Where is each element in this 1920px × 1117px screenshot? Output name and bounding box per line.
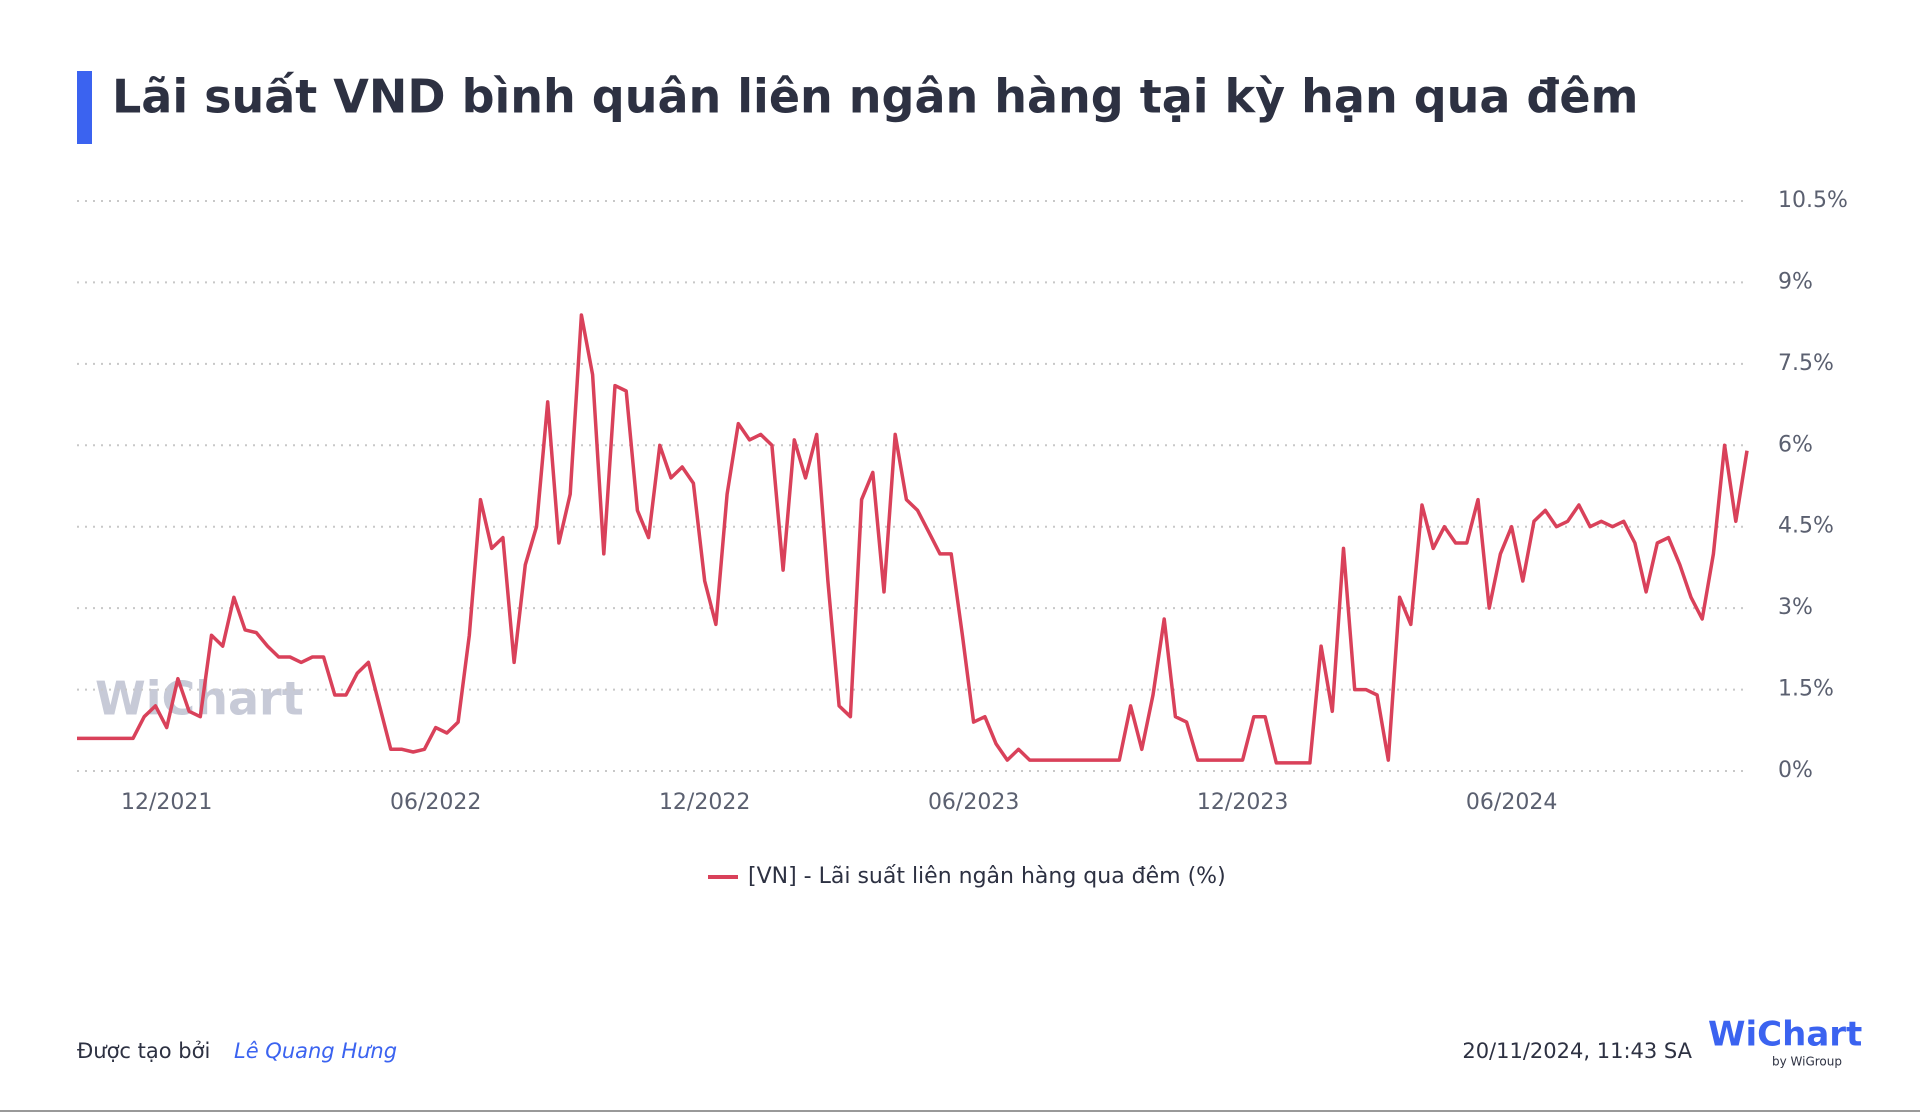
y-tick-label: 0% [1778,758,1813,783]
y-tick-label: 6% [1778,432,1813,457]
y-tick-label: 7.5% [1778,351,1834,376]
logo-sub: by WiGroup [1772,1055,1842,1069]
x-tick-label: 06/2023 [928,790,1019,815]
legend-label: [VN] - Lãi suất liên ngân hàng qua đêm (… [748,864,1226,889]
x-tick-label: 06/2022 [390,790,481,815]
y-tick-label: 3% [1778,595,1813,620]
footer-timestamp: 20/11/2024, 11:43 SA [1462,1039,1692,1063]
x-tick-label: 12/2021 [121,790,212,815]
x-tick-label: 06/2024 [1466,790,1557,815]
chart-title: Lãi suất VND bình quân liên ngân hàng tạ… [112,70,1639,124]
y-tick-label: 10.5% [1778,188,1848,213]
y-tick-label: 1.5% [1778,677,1834,702]
logo: WiChart [1708,1015,1862,1055]
y-tick-label: 4.5% [1778,514,1834,539]
title-accent [77,71,92,144]
x-tick-label: 12/2023 [1197,790,1288,815]
data-line [77,313,1749,765]
x-tick-label: 12/2022 [659,790,750,815]
footer-created: Được tạo bởi [77,1039,210,1063]
footer-author[interactable]: Lê Quang Hưng [234,1039,397,1063]
y-tick-label: 9% [1778,269,1813,294]
